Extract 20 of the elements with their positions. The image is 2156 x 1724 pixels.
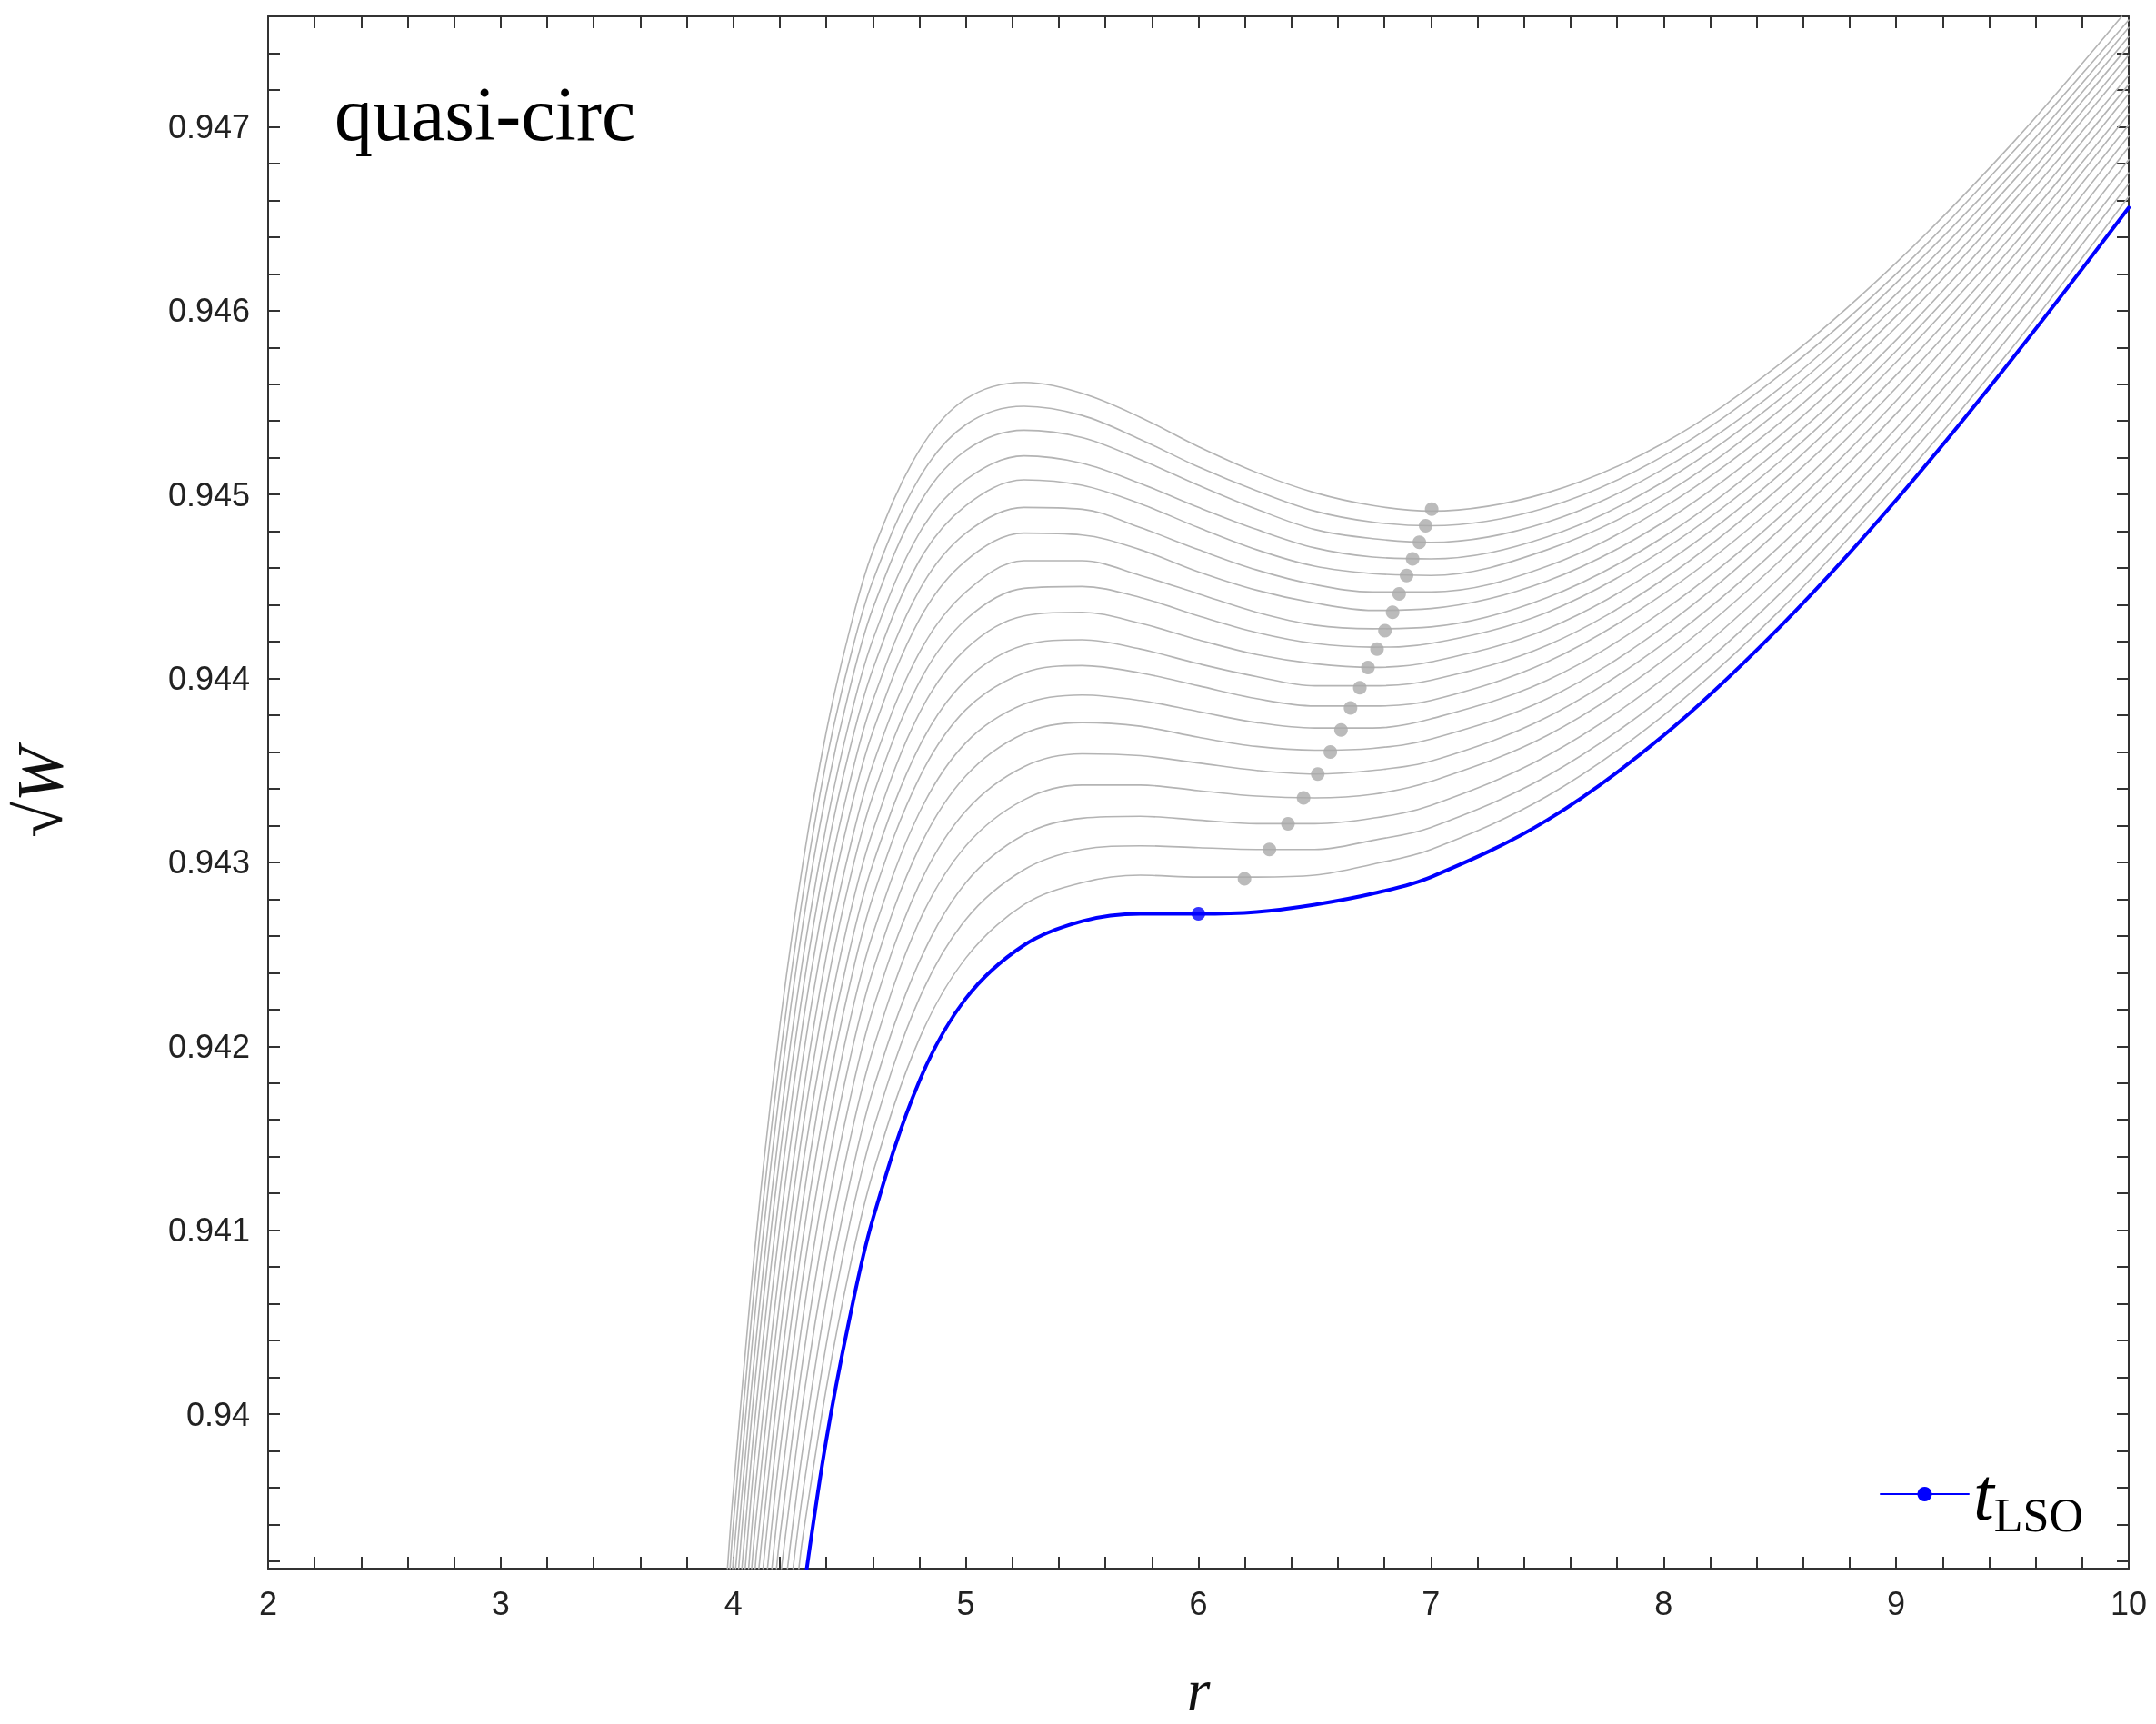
x-tick-label: 2 — [258, 1584, 278, 1622]
y-axis-title: √W — [4, 742, 76, 838]
x-tick-label: 10 — [2110, 1584, 2148, 1622]
x-tick-label: 7 — [1422, 1584, 1441, 1622]
x-axis-title: r — [1186, 1656, 1211, 1723]
x-tick-label: 9 — [1887, 1584, 1906, 1622]
x-tick-label: 5 — [956, 1584, 975, 1622]
y-tick-label: 0.947 — [167, 107, 250, 145]
y-tick-label: 0.944 — [167, 660, 250, 698]
x-tick-label: 6 — [1189, 1584, 1208, 1622]
x-tick-label: 8 — [1654, 1584, 1673, 1622]
y-tick-label: 0.942 — [167, 1027, 250, 1065]
y-tick-label: 0.945 — [167, 475, 250, 513]
text: quasi-circ — [334, 71, 636, 156]
y-tick-label: 0.946 — [167, 292, 250, 330]
x-tick-label: 4 — [724, 1584, 743, 1622]
y-tick-label: 0.94 — [185, 1395, 250, 1433]
y-tick-label: 0.941 — [167, 1211, 250, 1250]
y-tick-label: 0.943 — [167, 843, 250, 882]
x-tick-label: 3 — [491, 1584, 510, 1622]
